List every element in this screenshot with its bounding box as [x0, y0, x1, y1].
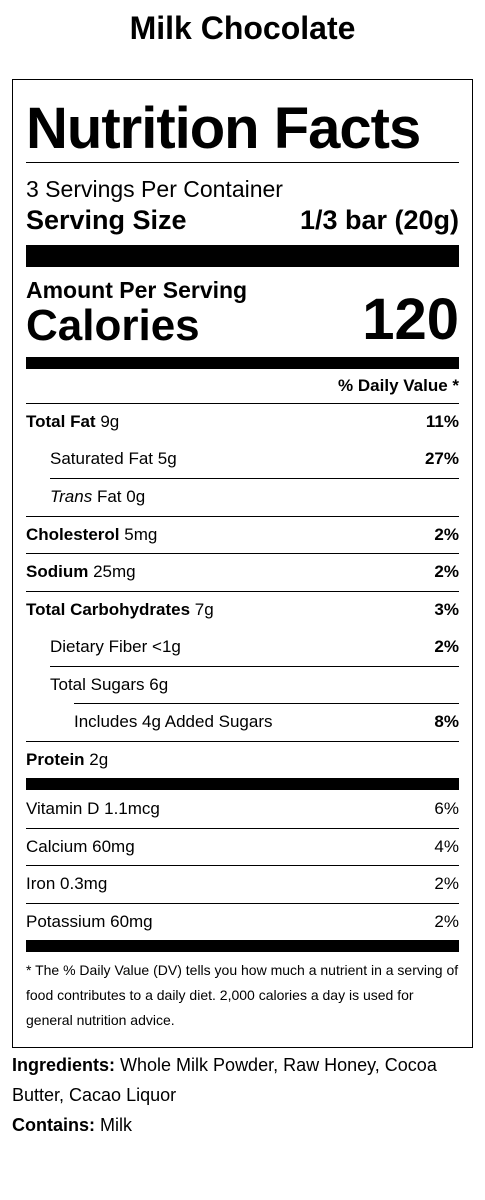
nutrient-amount: 6g [149, 674, 169, 694]
nutrient-dv: 2% [434, 524, 459, 544]
vitamin-name: Iron [26, 874, 56, 894]
heavy-divider [26, 245, 459, 267]
nutrition-facts-panel: Nutrition Facts 3 Servings Per Container… [12, 79, 473, 1048]
nutrient-name: Includes 4g Added Sugars [74, 712, 273, 732]
calories-block: Amount Per Serving Calories 120 [26, 277, 459, 349]
nutrient-dv: 11% [425, 412, 459, 432]
vitamin-row-potassium: Potassium 60mg 2% [26, 902, 459, 941]
vitamin-name: Calcium [26, 836, 88, 856]
calories-value: 120 [362, 287, 459, 352]
vitamin-amount: 0.3mg [60, 874, 108, 894]
vitamin-amount: 1.1mcg [104, 798, 160, 818]
nutrient-name: Cholesterol [26, 524, 120, 544]
nutrient-name: Total Sugars [50, 674, 145, 694]
nutrient-row-added-sugars: Includes 4g Added Sugars 8% [74, 703, 459, 741]
nutrient-name: Sodium [26, 562, 89, 582]
vitamin-dv: 4% [434, 836, 459, 856]
nutrient-name-suffix: Fat [96, 487, 122, 507]
thick-divider [26, 357, 459, 369]
ingredients-section: Ingredients: Whole Milk Powder, Raw Hone… [12, 1050, 473, 1140]
nutrient-row-total-fat: Total Fat 9g 11% [26, 403, 459, 441]
thick-divider [26, 778, 459, 790]
nutrient-name: Dietary Fiber [50, 636, 148, 656]
vitamin-row-iron: Iron 0.3mg 2% [26, 865, 459, 903]
contains-line: Contains: Milk [12, 1110, 473, 1140]
nutrient-row-dietary-fiber: Dietary Fiber <1g 2% [26, 628, 459, 666]
vitamin-amount: 60mg [92, 836, 135, 856]
nutrient-dv: 2% [434, 562, 459, 582]
vitamin-dv: 2% [434, 911, 459, 931]
nutrient-amount: 7g [194, 599, 214, 619]
nutrient-amount: 9g [100, 412, 120, 432]
daily-value-header: % Daily Value * [338, 376, 459, 395]
nutrient-amount: 25mg [93, 562, 136, 582]
nutrient-dv: 8% [434, 712, 459, 732]
nutrient-row-trans-fat: Trans Fat 0g [50, 478, 459, 516]
product-title: Milk Chocolate [129, 10, 356, 46]
nutrient-name: Saturated Fat [50, 449, 154, 469]
nutrient-dv: 3% [434, 599, 459, 619]
vitamin-amount: 60mg [110, 911, 153, 931]
nutrient-dv: 2% [434, 636, 459, 656]
nutrient-name: Total Fat [26, 412, 96, 432]
nutrient-amount: <1g [152, 636, 181, 656]
nutrient-name: Protein [26, 749, 85, 769]
ingredients-text: Whole Milk Powder, Raw Honey, Cocoa Butt… [12, 1055, 437, 1105]
contains-label: Contains: [12, 1115, 95, 1135]
vitamin-row-calcium: Calcium 60mg 4% [26, 827, 459, 866]
ingredients-line: Ingredients: Whole Milk Powder, Raw Hone… [12, 1050, 473, 1110]
nutrient-amount: 2g [89, 749, 109, 769]
nutrient-row-total-sugars: Total Sugars 6g [50, 665, 459, 704]
vitamin-dv: 6% [434, 798, 459, 818]
nutrient-name: Total Carbohydrates [26, 599, 191, 619]
contains-text: Milk [100, 1115, 133, 1135]
serving-size-label: Serving Size [26, 205, 187, 235]
calories-label: Calories [26, 301, 200, 350]
serving-size-row: Serving Size 1/3 bar (20g) [26, 203, 459, 237]
nutrient-row-sodium: Sodium 25mg 2% [26, 553, 459, 591]
serving-size-value: 1/3 bar (20g) [299, 205, 459, 235]
nutrient-amount: 5g [157, 449, 177, 469]
ingredients-label: Ingredients: [12, 1055, 116, 1075]
vitamin-name: Vitamin D [26, 798, 100, 818]
nutrient-dv: 27% [424, 449, 459, 469]
nutrient-amount: 0g [126, 487, 146, 507]
divider [26, 162, 459, 163]
servings-per-container: 3 Servings Per Container [26, 176, 283, 202]
daily-value-footnote: * The % Daily Value (DV) tells you how m… [26, 962, 459, 1028]
nutrition-facts-title: Nutrition Facts [26, 96, 421, 161]
nutrient-row-total-carbohydrates: Total Carbohydrates 7g 3% [26, 590, 459, 629]
vitamin-name: Potassium [26, 911, 106, 931]
amount-per-serving: Amount Per Serving [26, 277, 248, 303]
thick-divider [26, 940, 459, 952]
nutrient-row-protein: Protein 2g [26, 740, 459, 779]
nutrient-name: Trans [50, 487, 93, 507]
vitamin-row-vitamin-d: Vitamin D 1.1mcg 6% [26, 790, 459, 828]
vitamin-dv: 2% [434, 874, 459, 894]
nutrient-row-cholesterol: Cholesterol 5mg 2% [26, 515, 459, 554]
nutrient-row-saturated-fat: Saturated Fat 5g 27% [26, 441, 459, 479]
nutrient-amount: 5mg [124, 524, 158, 544]
